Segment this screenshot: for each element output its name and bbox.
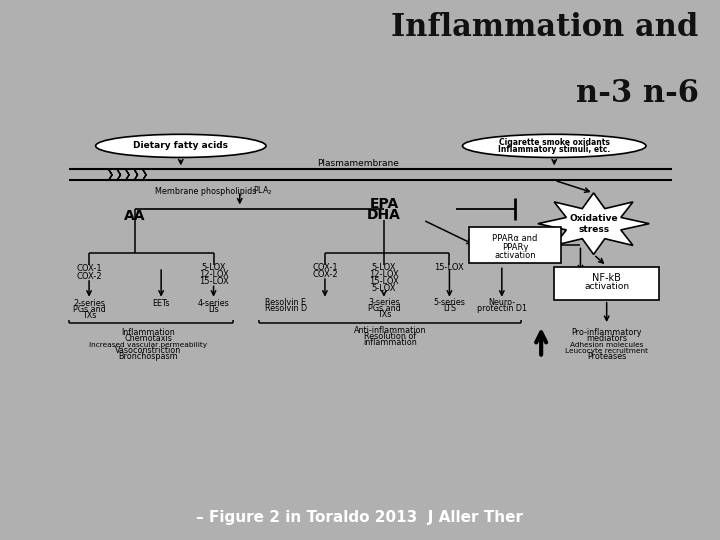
Text: 12-LOX: 12-LOX <box>369 270 399 279</box>
Ellipse shape <box>462 134 646 158</box>
Text: Leucocyte recruitment: Leucocyte recruitment <box>565 348 648 354</box>
Text: TXs: TXs <box>377 310 391 319</box>
Text: stress: stress <box>578 225 609 234</box>
Text: 15-LOX: 15-LOX <box>435 262 464 272</box>
Polygon shape <box>538 193 649 254</box>
Text: Anti-inflammation: Anti-inflammation <box>354 326 427 335</box>
Text: Pro-inflammatory: Pro-inflammatory <box>572 328 642 337</box>
Bar <box>554 267 659 300</box>
Text: EPA: EPA <box>369 197 399 211</box>
Text: LTs: LTs <box>208 305 219 314</box>
Text: DHA: DHA <box>367 207 401 221</box>
Text: NF-kB: NF-kB <box>593 273 621 283</box>
Text: 5-series: 5-series <box>433 298 465 307</box>
Text: Membrane phospholipids: Membrane phospholipids <box>155 187 256 195</box>
Text: Proteases: Proteases <box>587 352 626 361</box>
Ellipse shape <box>96 134 266 158</box>
Text: Increased vascular permeability: Increased vascular permeability <box>89 341 207 348</box>
Text: Adhesion molecules: Adhesion molecules <box>570 341 644 348</box>
Text: Oxidative: Oxidative <box>570 214 618 222</box>
Text: TXs: TXs <box>82 310 96 320</box>
Text: Vasoconstriction: Vasoconstriction <box>115 346 181 355</box>
Text: COX-2: COX-2 <box>76 272 102 281</box>
Text: EETs: EETs <box>153 299 170 308</box>
Text: 15-LOX: 15-LOX <box>369 277 399 286</box>
Text: PPARγ: PPARγ <box>502 242 528 252</box>
Text: Neuro-: Neuro- <box>488 298 516 307</box>
Text: Resolvin D: Resolvin D <box>264 304 307 313</box>
Text: Resolution of: Resolution of <box>364 332 417 341</box>
Text: 3-series: 3-series <box>368 298 400 307</box>
Text: Inflammation: Inflammation <box>121 328 175 337</box>
Text: – Figure 2 in Toraldo 2013  J Aller Ther: – Figure 2 in Toraldo 2013 J Aller Ther <box>197 510 523 524</box>
Text: Inflammatory stimuli, etc.: Inflammatory stimuli, etc. <box>498 145 611 154</box>
Text: inflammation: inflammation <box>364 338 418 347</box>
Text: protectin D1: protectin D1 <box>477 304 527 313</box>
Text: COX-2: COX-2 <box>312 270 338 279</box>
Text: 2-series: 2-series <box>73 299 105 308</box>
Text: n-3 n-6: n-3 n-6 <box>575 78 698 109</box>
Text: Inflammation and: Inflammation and <box>391 12 698 43</box>
Text: 15-LOX: 15-LOX <box>199 277 228 286</box>
Text: 5-LOX: 5-LOX <box>372 284 396 293</box>
Text: AA: AA <box>124 210 145 224</box>
Text: 12-LOX: 12-LOX <box>199 270 228 279</box>
Bar <box>469 227 561 264</box>
Text: COX-1: COX-1 <box>76 265 102 273</box>
Text: LTS: LTS <box>443 304 456 313</box>
Text: activation: activation <box>584 282 629 292</box>
Text: mediators: mediators <box>586 334 627 343</box>
Text: Plasmamembrane: Plasmamembrane <box>317 159 399 168</box>
Text: 5-LOX: 5-LOX <box>372 262 396 272</box>
Text: PLA$_2$: PLA$_2$ <box>253 185 273 197</box>
Text: Cigarette smoke oxidants: Cigarette smoke oxidants <box>499 138 610 147</box>
Text: 5-LOX: 5-LOX <box>202 262 226 272</box>
Text: Bronchospasm: Bronchospasm <box>118 352 178 361</box>
Text: 4-series: 4-series <box>198 299 230 308</box>
Text: PGs and: PGs and <box>367 304 400 313</box>
Text: Chemotaxis: Chemotaxis <box>124 334 172 343</box>
Text: PGs and: PGs and <box>73 305 105 314</box>
Text: Resolvin E: Resolvin E <box>265 298 306 307</box>
Text: activation: activation <box>494 251 536 260</box>
Text: Dietary fatty acids: Dietary fatty acids <box>133 141 228 150</box>
Text: PPARα and: PPARα and <box>492 234 538 242</box>
Text: COX-1: COX-1 <box>312 262 338 272</box>
